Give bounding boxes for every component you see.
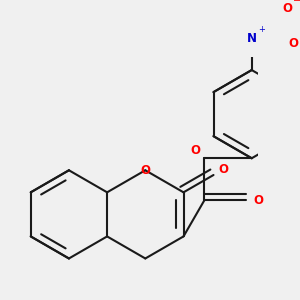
Text: +: + xyxy=(258,26,265,34)
Text: O: O xyxy=(218,163,228,176)
Text: O: O xyxy=(190,144,200,157)
Text: N: N xyxy=(247,32,257,45)
Text: O: O xyxy=(282,2,292,15)
Text: O: O xyxy=(140,164,150,177)
Text: −: − xyxy=(292,0,300,6)
Text: O: O xyxy=(253,194,263,207)
Text: O: O xyxy=(288,37,298,50)
